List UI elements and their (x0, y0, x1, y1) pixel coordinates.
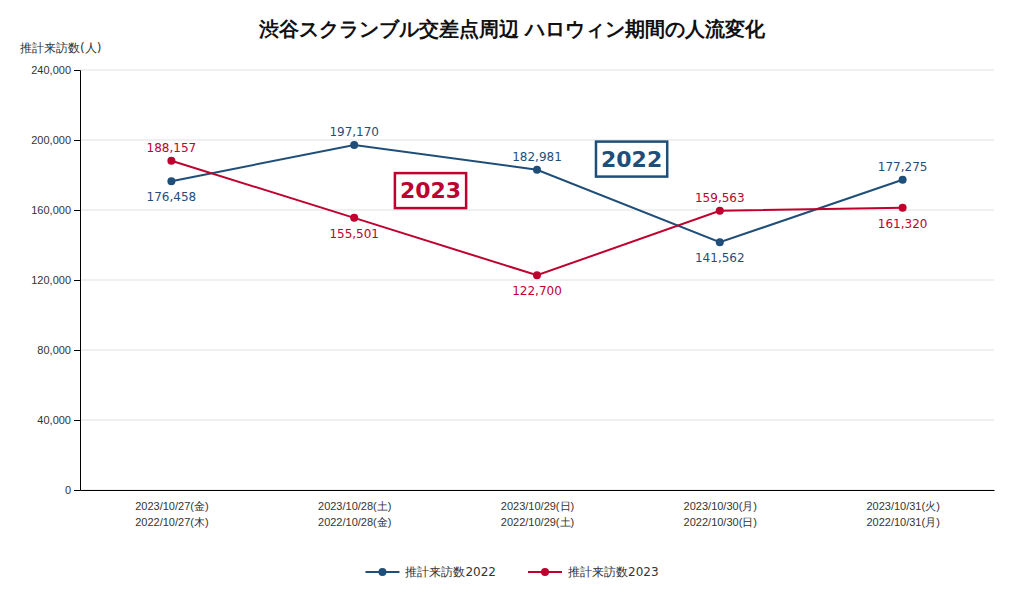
y-axis-line (74, 71, 81, 491)
annotation-text: 2023 (400, 178, 461, 203)
legend-label: 推計来訪数2022 (405, 565, 496, 579)
x-tick-label: 2023/10/28(土) (318, 500, 391, 512)
x-tick: 2023/10/27(金) 2022/10/27(木) (135, 500, 208, 528)
data-label: 188,157 (147, 141, 197, 155)
series-point (716, 238, 724, 246)
y-tick: 120,000 (31, 274, 80, 286)
grid-line (80, 280, 994, 281)
series-point (350, 141, 358, 149)
series-point (716, 207, 724, 215)
x-tick: 2023/10/28(土) 2022/10/28(金) (318, 500, 391, 528)
y-tick-mark (74, 70, 80, 71)
x-tick-label: 2023/10/29(日) (501, 500, 574, 512)
y-tick-mark (74, 280, 80, 281)
series-line (171, 161, 902, 276)
x-tick: 2023/10/30(月) 2022/10/30(日) (684, 500, 757, 528)
x-tick-label: 2022/10/28(金) (318, 516, 391, 528)
annotation: 2023 (395, 173, 466, 208)
series-point (899, 204, 907, 212)
y-tick-label: 120,000 (31, 274, 71, 286)
legend-label: 推計来訪数2023 (568, 565, 659, 579)
y-tick-label: 80,000 (37, 344, 71, 356)
y-tick: 0 (65, 484, 80, 496)
series-point (533, 271, 541, 279)
plot: 0 40,000 80,000 120,000 160,000 200,000 240,00… (31, 64, 994, 528)
series-point (899, 176, 907, 184)
data-label: 161,320 (878, 217, 928, 231)
legend-marker (378, 568, 386, 576)
y-tick-label: 240,000 (31, 64, 71, 76)
y-tick-mark (74, 350, 80, 351)
annotation: 2022 (596, 142, 667, 177)
y-axis-label: 推計来訪数(人) (20, 41, 101, 55)
y-tick-mark (74, 420, 80, 421)
grid-line (80, 70, 994, 71)
legend: 推計来訪数2022 推計来訪数2023 (365, 565, 658, 579)
x-tick-label: 2022/10/30(日) (684, 516, 757, 528)
y-tick-mark (74, 490, 80, 491)
series-point (167, 177, 175, 185)
y-axis: 0 40,000 80,000 120,000 160,000 200,000 240,00… (31, 64, 80, 496)
data-label: 122,700 (512, 284, 562, 298)
x-tick: 2023/10/31(火) 2022/10/31(月) (866, 500, 939, 528)
title: 渋谷スクランブル交差点周辺 ハロウィン期間の人流変化 (258, 17, 767, 41)
data-labels: 176,458 197,170 182,981 141,562 177,275 188,1… (147, 125, 928, 298)
data-label: 159,563 (695, 191, 745, 205)
legend-marker (541, 568, 549, 576)
x-tick-label: 2022/10/29(土) (501, 516, 574, 528)
series-point (533, 166, 541, 174)
x-tick-label: 2023/10/31(火) (866, 500, 939, 512)
y-tick-label: 200,000 (31, 134, 71, 146)
series-area (167, 141, 906, 279)
grid-line (80, 350, 994, 351)
data-label: 141,562 (695, 251, 745, 265)
grid (80, 70, 994, 490)
x-tick-label: 2023/10/30(月) (684, 500, 757, 512)
annotation-text: 2022 (601, 147, 662, 172)
annotations: 2022 2023 (395, 142, 667, 209)
y-tick: 200,000 (31, 134, 80, 146)
data-label: 155,501 (329, 227, 379, 241)
x-axis: 2023/10/27(金)2022/10/27(木)2023/10/28(土)2… (81, 491, 995, 528)
chart: 0 40,000 80,000 120,000 160,000 200,000 240,00… (0, 0, 1024, 600)
x-tick-label: 2022/10/31(月) (866, 516, 939, 528)
y-tick: 80,000 (37, 344, 80, 356)
y-tick-label: 40,000 (37, 414, 71, 426)
data-label: 182,981 (512, 150, 562, 164)
y-tick-label: 0 (65, 484, 71, 496)
x-tick-label: 2023/10/27(金) (135, 500, 208, 512)
y-tick-label: 160,000 (31, 204, 71, 216)
y-tick: 40,000 (37, 414, 80, 426)
y-tick-mark (74, 210, 80, 211)
annotation-box (395, 173, 466, 208)
series-point (350, 214, 358, 222)
x-axis-line (81, 490, 995, 491)
legend-item: 推計来訪数2022 (365, 565, 496, 579)
x-tick: 2023/10/29(日) 2022/10/29(土) (501, 500, 574, 528)
series (167, 157, 906, 280)
series-point (167, 157, 175, 165)
y-tick-mark (74, 140, 80, 141)
annotation-box (596, 142, 667, 177)
y-tick: 240,000 (31, 64, 80, 76)
grid-line (80, 490, 994, 491)
data-label: 197,170 (329, 125, 379, 139)
legend-item: 推計来訪数2023 (528, 565, 659, 579)
data-label: 177,275 (878, 160, 928, 174)
grid-line (80, 210, 994, 211)
series-line (171, 145, 902, 242)
x-tick-label: 2022/10/27(木) (135, 516, 208, 528)
grid-line (80, 420, 994, 421)
grid-line (80, 140, 994, 141)
data-label: 176,458 (147, 190, 197, 204)
y-tick: 160,000 (31, 204, 80, 216)
